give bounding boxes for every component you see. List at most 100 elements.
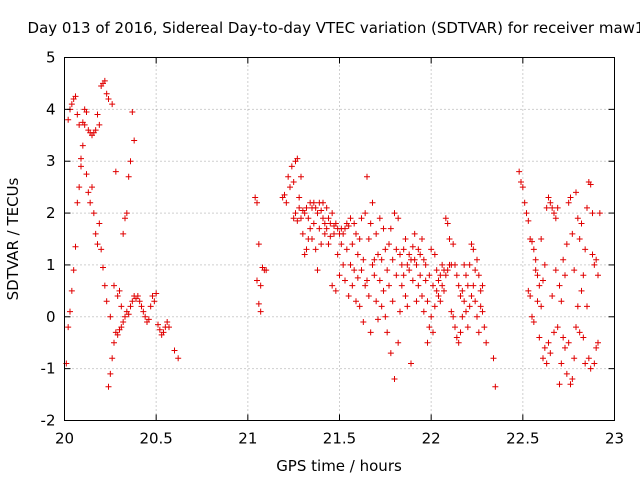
data-point <box>299 230 306 237</box>
data-point <box>360 318 367 325</box>
data-point <box>305 215 312 222</box>
data-point <box>490 355 497 362</box>
data-point <box>477 287 484 294</box>
data-point <box>384 267 391 274</box>
data-point <box>89 184 95 191</box>
x-axis-label: GPS time / hours <box>276 457 402 475</box>
data-point <box>153 290 160 297</box>
data-point <box>285 173 292 180</box>
data-point <box>347 215 354 222</box>
data-point <box>369 199 376 206</box>
data-point <box>303 204 310 211</box>
data-point <box>591 261 598 268</box>
data-point <box>431 251 438 258</box>
data-point <box>580 272 587 279</box>
data-point <box>83 108 90 115</box>
data-point <box>100 264 106 271</box>
data-point <box>409 277 416 284</box>
data-point <box>433 267 440 274</box>
data-point <box>96 220 103 227</box>
data-point <box>301 251 308 258</box>
data-point <box>122 313 128 320</box>
data-point <box>364 173 370 180</box>
data-point <box>78 163 84 170</box>
data-point <box>455 339 462 346</box>
data-point <box>323 204 330 211</box>
data-point <box>351 220 358 227</box>
data-point <box>525 287 532 294</box>
data-point <box>353 298 359 305</box>
data-point <box>129 298 136 305</box>
data-point <box>518 178 524 185</box>
data-point <box>420 256 427 263</box>
data-point <box>406 267 413 274</box>
data-point <box>290 178 297 185</box>
data-point <box>151 298 158 305</box>
data-point <box>569 376 576 383</box>
data-point <box>72 93 79 100</box>
data-point <box>384 329 391 336</box>
data-point <box>376 277 383 284</box>
data-point <box>349 241 356 248</box>
data-point <box>107 370 114 377</box>
y-tick-label: 4 <box>46 100 56 118</box>
data-point <box>411 256 418 263</box>
data-point <box>321 230 328 237</box>
data-point <box>540 277 546 284</box>
data-point <box>323 225 330 232</box>
data-point <box>325 241 332 248</box>
data-point <box>316 225 323 232</box>
x-tick-label: 23 <box>605 430 624 448</box>
data-point <box>393 272 400 279</box>
data-point <box>320 199 326 206</box>
data-point <box>549 293 556 300</box>
data-point <box>378 303 385 310</box>
data-point <box>415 282 422 289</box>
data-point <box>345 293 352 300</box>
data-point <box>373 298 380 305</box>
data-point <box>389 256 396 263</box>
data-point <box>453 334 460 341</box>
data-point <box>298 215 304 222</box>
data-point <box>127 303 134 310</box>
data-point <box>565 339 572 346</box>
data-point <box>472 267 479 274</box>
y-axis-label: SDTVAR / TECUs <box>4 177 22 300</box>
data-point <box>281 191 288 198</box>
data-point <box>470 282 477 289</box>
data-point <box>398 282 405 289</box>
data-point <box>457 293 464 300</box>
data-point <box>252 194 259 201</box>
data-point <box>538 236 545 242</box>
data-point <box>562 344 568 351</box>
y-tick-label: -1 <box>41 360 56 378</box>
data-point <box>101 282 108 289</box>
data-point <box>538 303 545 310</box>
y-tick-label: 1 <box>46 256 56 274</box>
data-point <box>356 236 363 242</box>
data-point <box>382 246 389 253</box>
data-point <box>140 308 147 315</box>
data-point <box>287 184 293 191</box>
data-point <box>125 173 132 180</box>
y-tick-label: -2 <box>41 412 56 430</box>
data-point <box>475 329 482 336</box>
data-point <box>563 241 570 248</box>
data-point <box>332 287 339 294</box>
data-point <box>307 225 314 232</box>
data-point <box>444 267 451 274</box>
data-point <box>475 272 482 279</box>
data-point <box>87 199 94 206</box>
data-point <box>591 360 598 367</box>
data-point <box>543 204 550 211</box>
data-point <box>142 313 149 320</box>
data-point <box>435 293 442 300</box>
data-point <box>567 194 574 201</box>
data-point <box>417 272 424 279</box>
data-point <box>351 267 358 274</box>
data-point <box>479 282 486 289</box>
data-point <box>340 261 347 268</box>
data-point <box>459 287 466 294</box>
data-point <box>354 274 361 281</box>
